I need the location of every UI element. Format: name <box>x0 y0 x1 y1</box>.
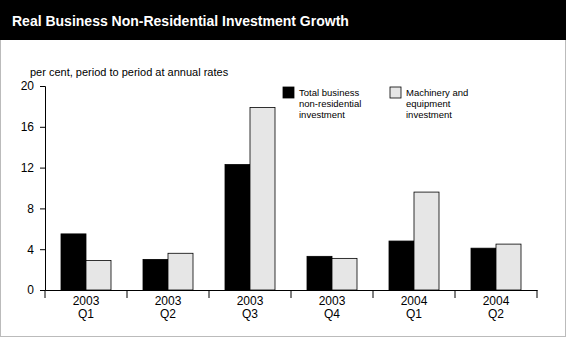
y-tick-label: 4 <box>27 243 34 257</box>
y-tick-label: 12 <box>21 161 35 175</box>
bar <box>496 244 521 290</box>
legend-label: Machinery andequipmentinvestment <box>406 87 468 120</box>
y-tick: 4 <box>27 243 45 257</box>
y-tick-label: 20 <box>21 79 35 93</box>
x-tick-label: 2003Q4 <box>319 294 346 322</box>
bar <box>332 258 357 290</box>
y-tick-mark <box>40 208 45 209</box>
bar <box>86 260 111 290</box>
bar <box>250 107 275 290</box>
bar <box>414 192 439 290</box>
y-tick-label: 0 <box>27 283 34 297</box>
x-tick: 2003Q1 <box>73 290 100 321</box>
title: Real Business Non-Residential Investment… <box>12 13 349 29</box>
y-tick: 12 <box>21 161 45 175</box>
y-tick: 16 <box>21 120 45 134</box>
x-tick: 2004Q1 <box>401 290 428 321</box>
x-tick-label: 2003Q2 <box>155 294 182 322</box>
chart: Real Business Non-Residential Investment… <box>0 0 566 337</box>
y-tick-mark <box>40 290 45 291</box>
category-separator <box>291 290 292 298</box>
x-tick: 2003Q3 <box>237 290 264 321</box>
x-tick-label: 2003Q1 <box>73 294 100 322</box>
frame <box>1 1 566 337</box>
legend-swatch <box>390 87 401 98</box>
y-tick-label: 16 <box>21 120 35 134</box>
category-separator <box>45 290 46 298</box>
y-tick: 0 <box>27 283 45 297</box>
bar <box>225 165 250 290</box>
y-tick: 20 <box>21 79 45 93</box>
category-separator <box>455 290 456 298</box>
x-tick-label: 2004Q1 <box>401 294 428 322</box>
legend-label: Total businessnon-residentialinvestment <box>299 87 361 120</box>
y-tick: 8 <box>27 202 45 216</box>
y-tick-mark <box>40 249 45 250</box>
category-separator <box>209 290 210 298</box>
category-separator <box>537 290 538 298</box>
legend: Total businessnon-residentialinvestment M… <box>283 87 468 120</box>
x-tick: 2003Q4 <box>319 290 346 321</box>
bar <box>389 241 414 290</box>
x-tick-label: 2003Q3 <box>237 294 264 322</box>
bar <box>143 259 168 290</box>
y-axis: 0 4 8 12 16 20 <box>21 79 46 297</box>
bars <box>61 107 521 290</box>
bar <box>307 256 332 290</box>
y-axis-line <box>40 87 46 291</box>
y-tick-mark <box>40 127 45 128</box>
title-bar <box>0 0 566 40</box>
y-label: per cent, period to period at annual rat… <box>30 66 229 78</box>
y-tick-label: 8 <box>27 202 34 216</box>
legend-swatch <box>283 87 294 98</box>
x-tick-label: 2004Q2 <box>483 294 510 322</box>
y-tick-mark <box>40 86 45 87</box>
x-tick: 2003Q2 <box>155 290 182 321</box>
category-separator <box>373 290 374 298</box>
bar <box>471 248 496 290</box>
y-tick-mark <box>40 168 45 169</box>
x-axis: 2003Q1 2003Q2 2003Q3 2003Q4 2004Q1 2004Q2 <box>46 290 538 321</box>
bar <box>61 234 86 290</box>
x-tick: 2004Q2 <box>483 290 510 321</box>
category-separator <box>127 290 128 298</box>
bar <box>168 253 193 290</box>
